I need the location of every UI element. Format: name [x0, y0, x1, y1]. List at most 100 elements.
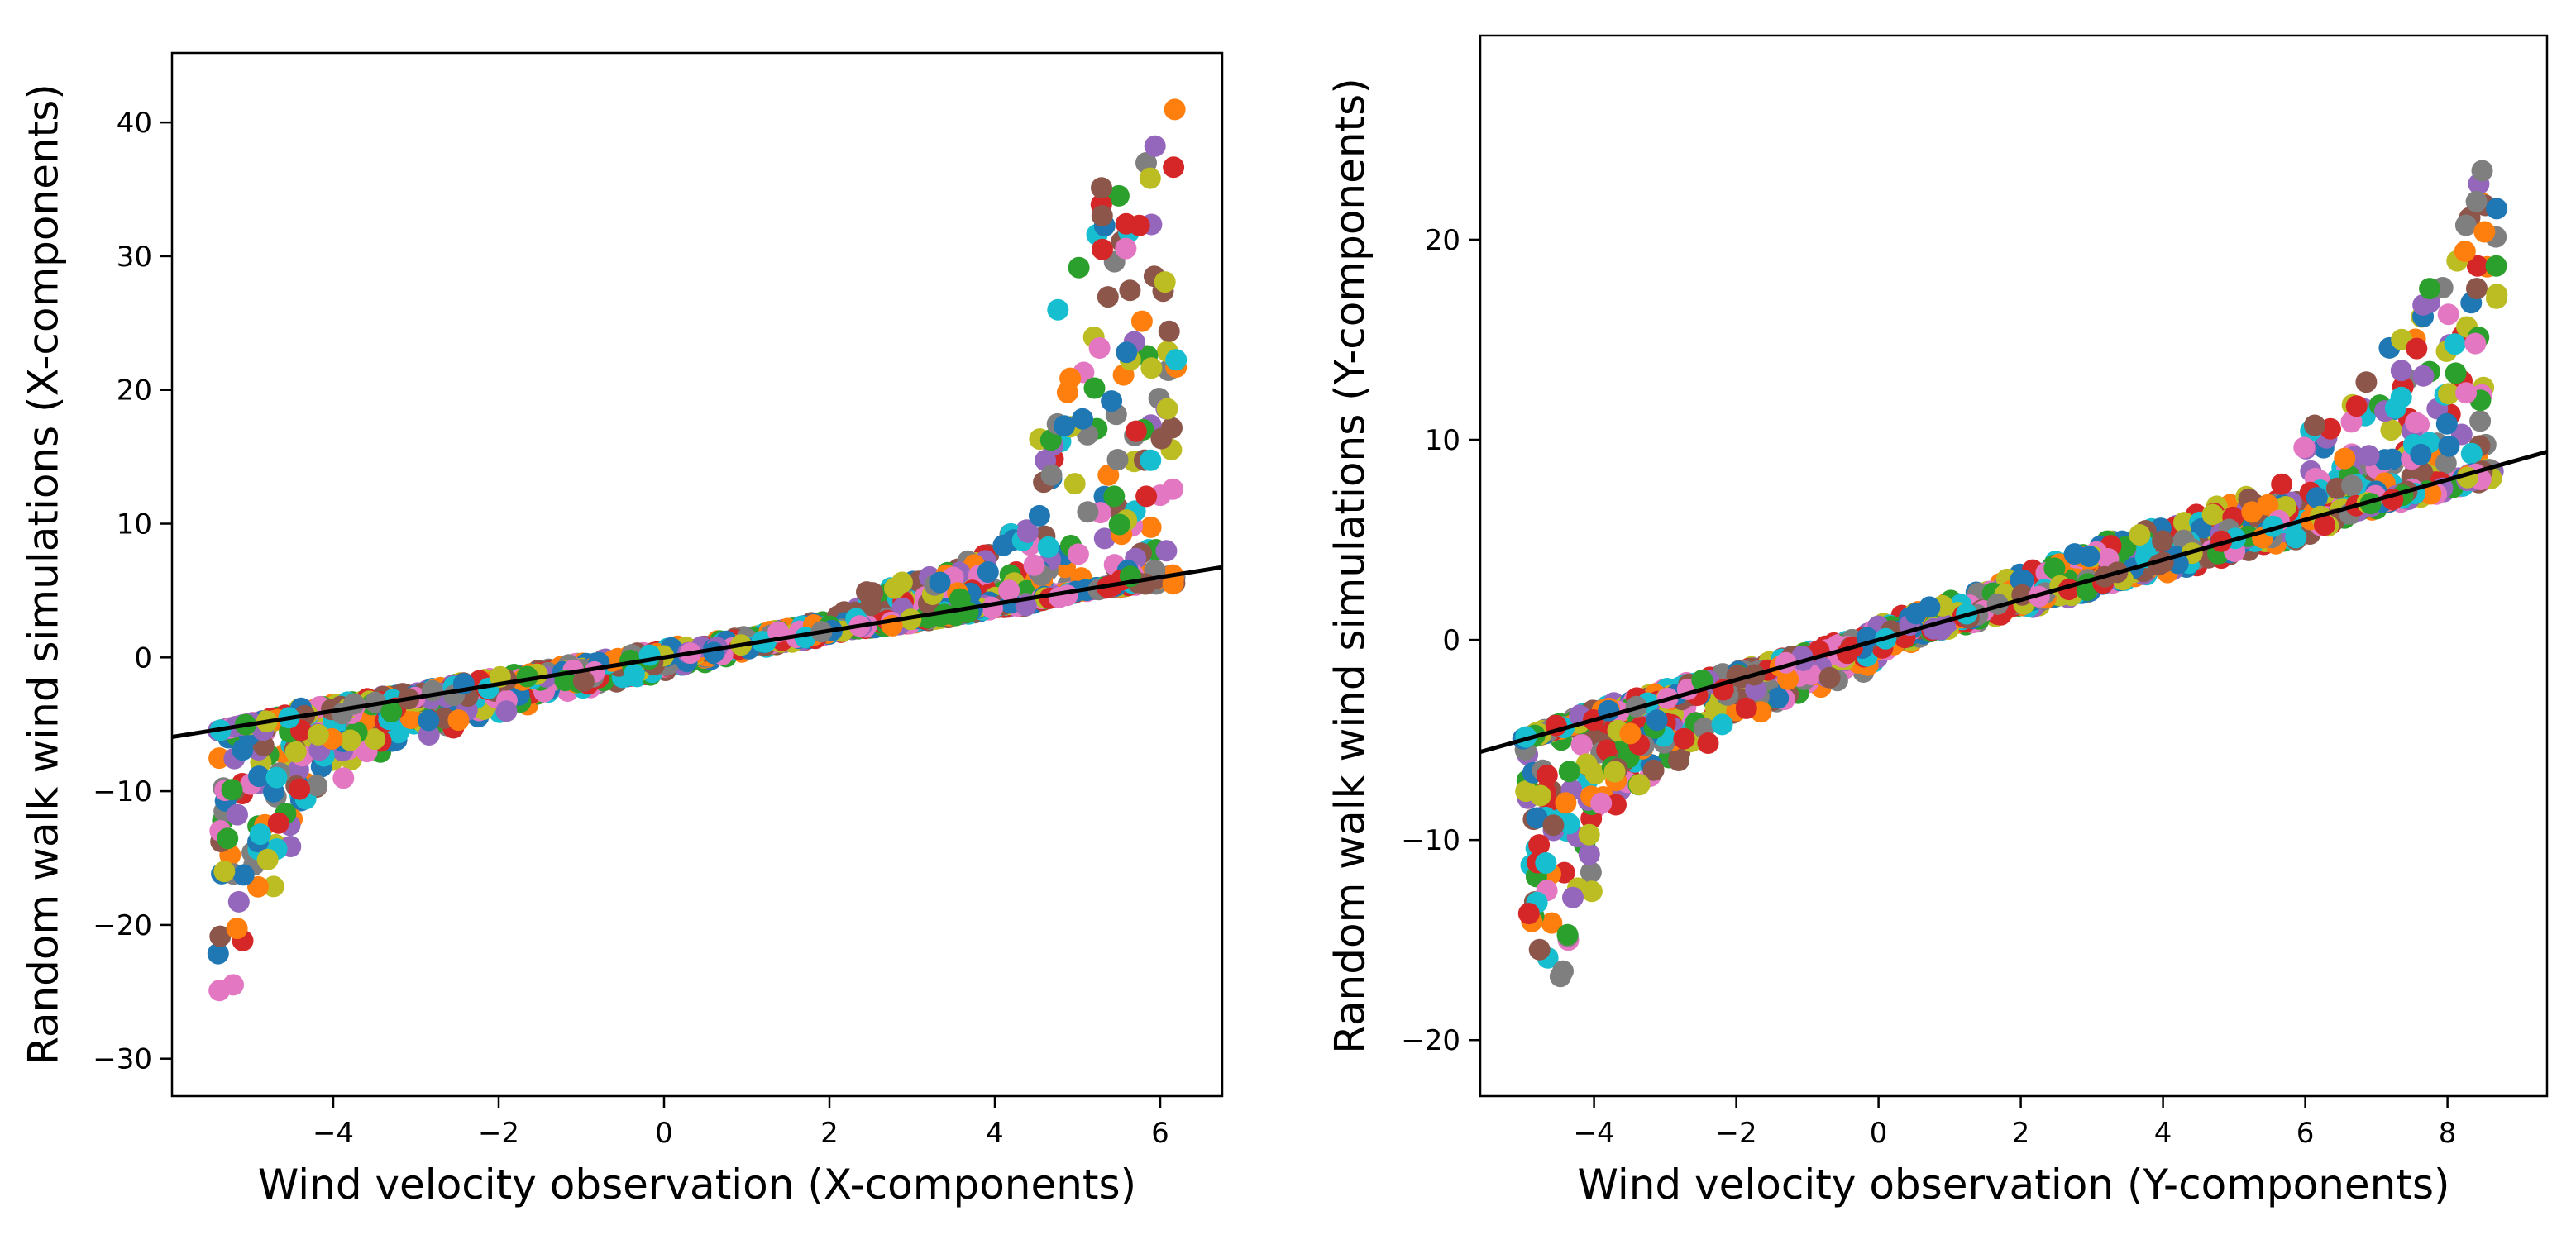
scatter-point [1552, 960, 1574, 982]
scatter-point [1119, 279, 1141, 302]
scatter-point [256, 848, 279, 870]
scatter-point [1646, 709, 1668, 732]
scatter-point [1140, 516, 1162, 538]
scatter-point [1091, 177, 1112, 199]
scatter-point [1578, 843, 1600, 865]
scatter-point [1578, 823, 1600, 846]
right-reference-line [1480, 450, 2547, 755]
scatter-point [342, 693, 365, 715]
scatter-point [1619, 722, 1642, 745]
scatter-point [1106, 449, 1129, 470]
scatter-point [2419, 278, 2441, 300]
scatter-point [1542, 814, 1565, 837]
scatter-point [306, 775, 328, 797]
scatter-point [2271, 473, 2293, 495]
x-tick-label: −2 [478, 1117, 519, 1150]
left-y-ticks: −30 −20 −10 0 10 20 30 40 [93, 107, 172, 1076]
scatter-point [1156, 398, 1178, 420]
right-x-ticks: −4 −2 0 2 4 6 8 [1574, 1096, 2456, 1150]
scatter-point [2473, 221, 2496, 243]
scatter-point [1016, 521, 1039, 543]
scatter-point [1777, 668, 1799, 690]
scatter-point [2412, 293, 2435, 316]
left-scatter-points [207, 98, 1188, 1002]
right-scatter-points [1512, 160, 2508, 988]
scatter-point [249, 823, 271, 846]
scatter-point [1580, 861, 1602, 884]
scatter-point [2445, 362, 2467, 384]
y-tick-label: 40 [117, 107, 152, 140]
scatter-point [2345, 395, 2368, 417]
scatter-point [957, 601, 979, 623]
scatter-point [1135, 485, 1158, 508]
right-x-axis-label: Wind velocity observation (Y-components) [1577, 1161, 2449, 1209]
y-tick-label: −20 [93, 909, 152, 942]
scatter-point [2293, 436, 2316, 459]
scatter-point [1558, 761, 1580, 783]
scatter-point [1023, 554, 1045, 576]
scatter-point [977, 561, 999, 583]
right-plot-frame [1479, 34, 2549, 1098]
scatter-point [1673, 727, 1695, 750]
scatter-point [1067, 543, 1089, 565]
scatter-point [2410, 443, 2432, 465]
scatter-point [1528, 834, 1551, 856]
scatter-point [1115, 237, 1137, 260]
scatter-point [227, 890, 250, 913]
scatter-point [2341, 474, 2363, 497]
scatter-point [2412, 365, 2435, 387]
scatter-point [1691, 670, 1713, 691]
scatter-point [992, 534, 1015, 556]
scatter-point [1905, 603, 1927, 625]
scatter-point [1047, 298, 1069, 321]
scatter-point [891, 571, 913, 594]
scatter-point [1097, 286, 1119, 308]
scatter-point [339, 729, 361, 751]
y-tick-label: 10 [117, 508, 152, 541]
scatter-point [2465, 190, 2488, 212]
scatter-point [262, 875, 284, 898]
scatter-point [1092, 238, 1113, 260]
x-tick-label: 2 [820, 1117, 839, 1150]
scatter-point [267, 812, 289, 834]
left-y-axis-label: Random walk wind simulations (X-componen… [20, 83, 68, 1066]
right-y-axis-label: Random walk wind simulations (Y-componen… [1326, 78, 1374, 1053]
scatter-point [1562, 886, 1584, 908]
scatter-point [2405, 412, 2427, 434]
scatter-point [1735, 697, 1757, 719]
scatter-point [2460, 442, 2483, 465]
y-tick-label: −10 [93, 775, 152, 808]
scatter-point [1040, 464, 1063, 486]
reference-line [1480, 450, 2547, 755]
scatter-point [1140, 357, 1163, 379]
scatter-point [1536, 764, 1558, 786]
scatter-point [1091, 205, 1113, 226]
scatter-point [1158, 320, 1180, 342]
scatter-point [1628, 774, 1651, 796]
scatter-point [982, 597, 1003, 619]
scatter-point [933, 603, 955, 626]
scatter-point [2358, 445, 2380, 467]
scatter-point [2435, 412, 2458, 435]
left-x-axis-label: Wind velocity observation (X-components) [258, 1161, 1136, 1209]
scatter-point [2043, 557, 2066, 579]
scatter-point [2438, 383, 2460, 405]
scatter-point [232, 864, 255, 886]
scatter-point [2384, 397, 2406, 419]
y-tick-label: −20 [1401, 1024, 1460, 1057]
scatter-point [1541, 912, 1563, 934]
scatter-point [1150, 427, 1173, 450]
scatter-point [1139, 167, 1161, 189]
scatter-point [1162, 573, 1184, 595]
scatter-point [248, 765, 270, 788]
x-tick-label: 4 [2154, 1117, 2172, 1150]
scatter-point [2241, 501, 2263, 523]
scatter-point [1535, 852, 1557, 874]
left-plot-frame [170, 51, 1224, 1098]
scatter-point [1603, 761, 1626, 783]
scatter-point [2173, 512, 2195, 534]
scatter-point [247, 875, 269, 898]
y-tick-label: 20 [1425, 224, 1460, 257]
scatter-point [1140, 449, 1162, 471]
